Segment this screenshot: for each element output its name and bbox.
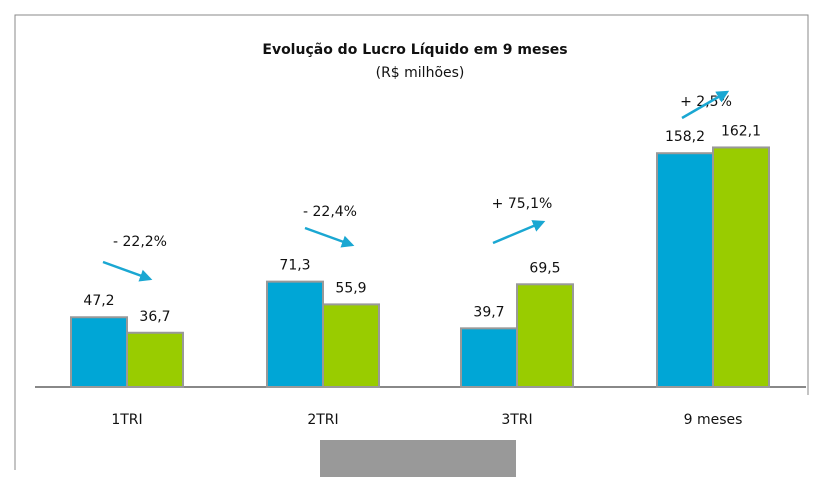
data-label: 36,7 [139, 309, 170, 325]
data-label: 69,5 [529, 260, 560, 276]
chart-subtitle: (R$ milhões) [376, 65, 465, 81]
data-label: 47,2 [83, 293, 114, 309]
data-label: 162,1 [721, 123, 761, 139]
change-arrow [681, 90, 730, 120]
data-label: 71,3 [279, 258, 310, 274]
change-annotation: - 22,4% [303, 204, 357, 220]
x-tick-label: 2TRI [307, 412, 338, 428]
bar [460, 327, 518, 388]
bar [126, 331, 184, 389]
change-annotation: + 2,5% [680, 94, 732, 110]
x-tick-label: 3TRI [501, 412, 532, 428]
frame [14, 14, 809, 470]
change-arrow [492, 220, 546, 245]
gray-block [320, 440, 516, 477]
x-tick-label: 1TRI [111, 412, 142, 428]
data-label: 158,2 [665, 129, 705, 145]
bar [70, 316, 128, 389]
bar [712, 146, 770, 388]
bar [266, 280, 324, 388]
bar [656, 152, 714, 388]
data-label: 55,9 [335, 280, 366, 296]
change-annotation: - 22,2% [113, 234, 167, 250]
data-label: 39,7 [473, 304, 504, 320]
bar [516, 283, 574, 388]
chart-title: Evolução do Lucro Líquido em 9 meses [262, 42, 567, 58]
change-annotation: + 75,1% [492, 196, 553, 212]
change-arrow [304, 226, 355, 248]
x-tick-label: 9 meses [684, 412, 743, 428]
change-arrow [102, 260, 153, 282]
bar [322, 303, 380, 388]
